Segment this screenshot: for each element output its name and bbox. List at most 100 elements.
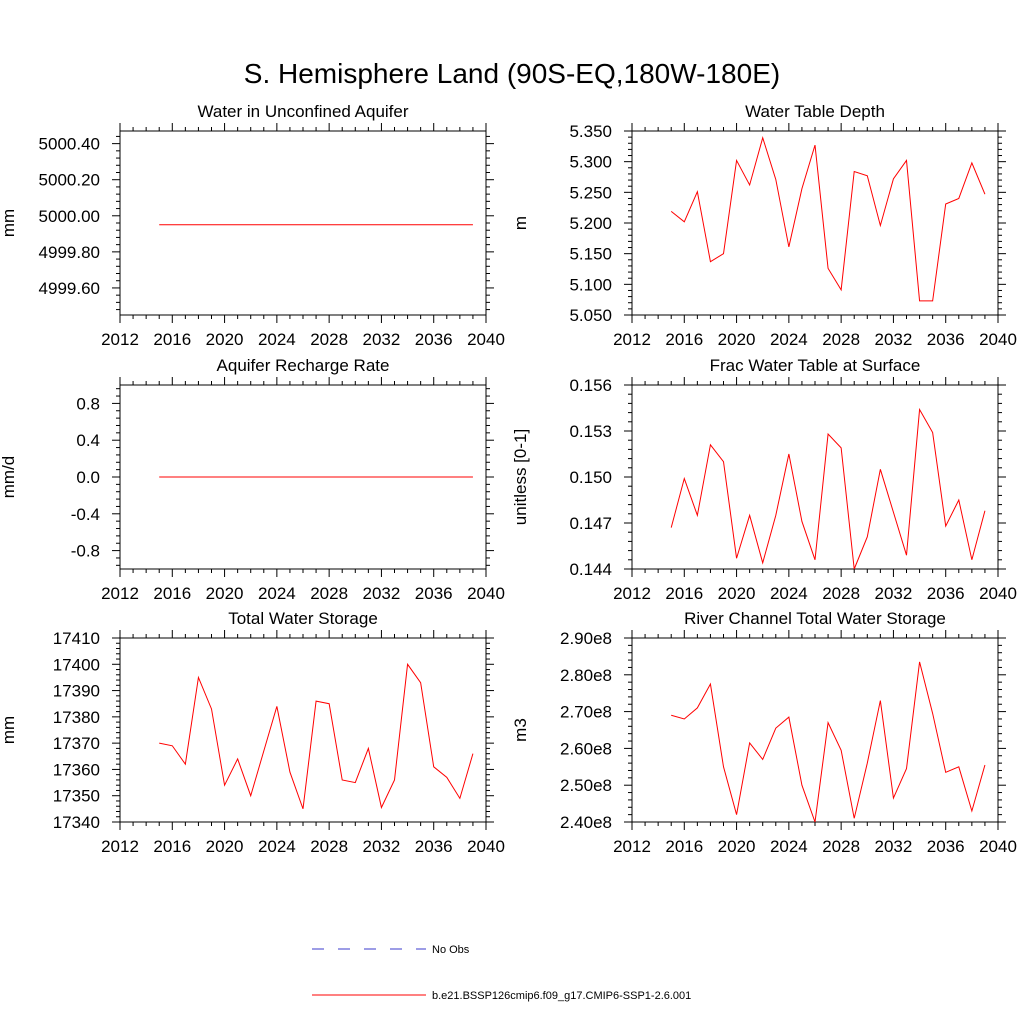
water-in-unconfined-aquifer-xtick-label: 2036 <box>415 330 453 349</box>
frac-water-table-at-surface-xtick-label: 2028 <box>822 584 860 603</box>
frac-water-table-at-surface-ytick-label: 0.147 <box>569 514 612 533</box>
river-channel-total-water-storage-xtick-label: 2012 <box>613 837 651 856</box>
river-channel-total-water-storage-xtick-label: 2032 <box>875 837 913 856</box>
river-channel-total-water-storage-ytick-label: 2.60e8 <box>560 739 612 758</box>
frac-water-table-at-surface-xtick-label: 2024 <box>770 584 808 603</box>
aquifer-recharge-rate-xtick-label: 2016 <box>153 584 191 603</box>
total-water-storage-xtick-label: 2040 <box>467 837 505 856</box>
frac-water-table-at-surface-xtick-label: 2040 <box>979 584 1017 603</box>
water-in-unconfined-aquifer-xtick-label: 2020 <box>206 330 244 349</box>
chart-frac-water-table-at-surface: Frac Water Table at Surface unitless [0-1… <box>511 356 1017 603</box>
water-in-unconfined-aquifer-xtick-label: 2012 <box>101 330 139 349</box>
water-table-depth-ytick-label: 5.300 <box>569 153 612 172</box>
chart-water-in-unconfined-aquifer: Water in Unconfined Aquifer mm 2012 2016 202… <box>0 102 505 349</box>
frac-water-table-at-surface-xtick-label: 2016 <box>665 584 703 603</box>
water-table-depth-xtick-label: 2036 <box>927 330 965 349</box>
legend-model-label: b.e21.BSSP126cmip6.f09_g17.CMIP6-SSP1-2.… <box>432 990 691 1002</box>
frac-water-table-at-surface-plot-frame <box>631 384 999 570</box>
aquifer-recharge-rate-xtick-label: 2036 <box>415 584 453 603</box>
river-channel-total-water-storage-title: River Channel Total Water Storage <box>684 609 946 628</box>
water-in-unconfined-aquifer-xtick-label: 2016 <box>153 330 191 349</box>
water-table-depth-ytick-label: 5.250 <box>569 183 612 202</box>
legend: No Obs b.e21.BSSP126cmip6.f09_g17.CMIP6-… <box>312 944 691 1002</box>
frac-water-table-at-surface-ytick-label: 0.153 <box>569 422 612 441</box>
water-in-unconfined-aquifer-ytick-label: 4999.80 <box>39 243 100 262</box>
aquifer-recharge-rate-xtick-label: 2032 <box>363 584 401 603</box>
water-in-unconfined-aquifer-ytick-label: 4999.60 <box>39 279 100 298</box>
water-table-depth-xtick-label: 2024 <box>770 330 808 349</box>
total-water-storage-xtick-label: 2020 <box>206 837 244 856</box>
total-water-storage-ylabel: mm <box>0 716 18 744</box>
river-channel-total-water-storage-xtick-label: 2040 <box>979 837 1017 856</box>
total-water-storage-xtick-label: 2024 <box>258 837 296 856</box>
aquifer-recharge-rate-xtick-label: 2012 <box>101 584 139 603</box>
water-table-depth-series-line <box>670 135 986 302</box>
water-in-unconfined-aquifer-ylabel: mm <box>0 209 18 237</box>
chart-water-table-depth: Water Table Depth m 2012 2016 2020 2024 2028 20… <box>511 102 1017 349</box>
water-table-depth-ytick-label: 5.200 <box>569 214 612 233</box>
river-channel-total-water-storage-ylabel: m3 <box>511 718 530 742</box>
frac-water-table-at-surface-series-line <box>670 407 986 570</box>
frac-water-table-at-surface-xtick-label: 2032 <box>875 584 913 603</box>
water-table-depth-xtick-label: 2032 <box>875 330 913 349</box>
water-table-depth-ytick-label: 5.050 <box>569 306 612 325</box>
aquifer-recharge-rate-ytick-label: 0.8 <box>76 394 100 413</box>
total-water-storage-ytick-label: 17370 <box>53 734 100 753</box>
water-in-unconfined-aquifer-xtick-label: 2024 <box>258 330 296 349</box>
total-water-storage-ytick-label: 17380 <box>53 708 100 727</box>
frac-water-table-at-surface-ylabel: unitless [0-1] <box>511 429 530 525</box>
river-channel-total-water-storage-ytick-label: 2.50e8 <box>560 776 612 795</box>
river-channel-total-water-storage-ytick-label: 2.40e8 <box>560 813 612 832</box>
total-water-storage-xtick-label: 2032 <box>363 837 401 856</box>
total-water-storage-plot-frame <box>119 637 487 823</box>
water-in-unconfined-aquifer-xtick-label: 2028 <box>310 330 348 349</box>
total-water-storage-series-line <box>159 662 474 810</box>
river-channel-total-water-storage-xtick-label: 2028 <box>822 837 860 856</box>
legend-no-obs-label: No Obs <box>432 944 470 956</box>
river-channel-total-water-storage-xtick-label: 2024 <box>770 837 808 856</box>
total-water-storage-title: Total Water Storage <box>228 609 378 628</box>
aquifer-recharge-rate-ytick-label: 0.0 <box>76 468 100 487</box>
total-water-storage-xtick-label: 2016 <box>153 837 191 856</box>
water-in-unconfined-aquifer-ytick-label: 5000.20 <box>39 171 100 190</box>
frac-water-table-at-surface-ytick-label: 0.144 <box>569 560 612 579</box>
river-channel-total-water-storage-ytick-label: 2.80e8 <box>560 666 612 685</box>
water-table-depth-xtick-label: 2012 <box>613 330 651 349</box>
total-water-storage-xtick-label: 2012 <box>101 837 139 856</box>
water-in-unconfined-aquifer-xtick-label: 2032 <box>363 330 401 349</box>
water-table-depth-ytick-label: 5.350 <box>569 122 612 141</box>
figure-title: S. Hemisphere Land (90S-EQ,180W-180E) <box>244 58 780 89</box>
river-channel-total-water-storage-xtick-label: 2016 <box>665 837 703 856</box>
water-table-depth-ylabel: m <box>511 216 530 230</box>
water-in-unconfined-aquifer-title: Water in Unconfined Aquifer <box>197 102 408 121</box>
aquifer-recharge-rate-ytick-label: 0.4 <box>76 431 100 450</box>
river-channel-total-water-storage-series-line <box>671 661 986 823</box>
aquifer-recharge-rate-title: Aquifer Recharge Rate <box>217 356 390 375</box>
frac-water-table-at-surface-xtick-label: 2036 <box>927 584 965 603</box>
aquifer-recharge-rate-xtick-label: 2020 <box>206 584 244 603</box>
total-water-storage-ytick-label: 17340 <box>53 813 100 832</box>
water-in-unconfined-aquifer-ytick-label: 5000.40 <box>39 135 100 154</box>
aquifer-recharge-rate-xtick-label: 2024 <box>258 584 296 603</box>
aquifer-recharge-rate-xtick-label: 2040 <box>467 584 505 603</box>
total-water-storage-xtick-label: 2028 <box>310 837 348 856</box>
water-table-depth-xtick-label: 2040 <box>979 330 1017 349</box>
river-channel-total-water-storage-ytick-label: 2.90e8 <box>560 629 612 648</box>
water-in-unconfined-aquifer-ytick-label: 5000.00 <box>39 207 100 226</box>
total-water-storage-ytick-label: 17350 <box>53 787 100 806</box>
frac-water-table-at-surface-ytick-label: 0.150 <box>569 468 612 487</box>
chart-total-water-storage: Total Water Storage mm 2012 2016 2020 2024 202… <box>0 609 505 856</box>
total-water-storage-ytick-label: 17360 <box>53 760 100 779</box>
water-table-depth-title: Water Table Depth <box>745 102 885 121</box>
total-water-storage-ytick-label: 17400 <box>53 655 100 674</box>
water-table-depth-xtick-label: 2020 <box>718 330 756 349</box>
water-table-depth-ytick-label: 5.100 <box>569 275 612 294</box>
water-table-depth-xtick-label: 2028 <box>822 330 860 349</box>
aquifer-recharge-rate-ylabel: mm/d <box>0 456 18 499</box>
frac-water-table-at-surface-ytick-label: 0.156 <box>569 376 612 395</box>
water-table-depth-xtick-label: 2016 <box>665 330 703 349</box>
river-channel-total-water-storage-xtick-label: 2036 <box>927 837 965 856</box>
aquifer-recharge-rate-ytick-label: -0.8 <box>71 542 100 561</box>
